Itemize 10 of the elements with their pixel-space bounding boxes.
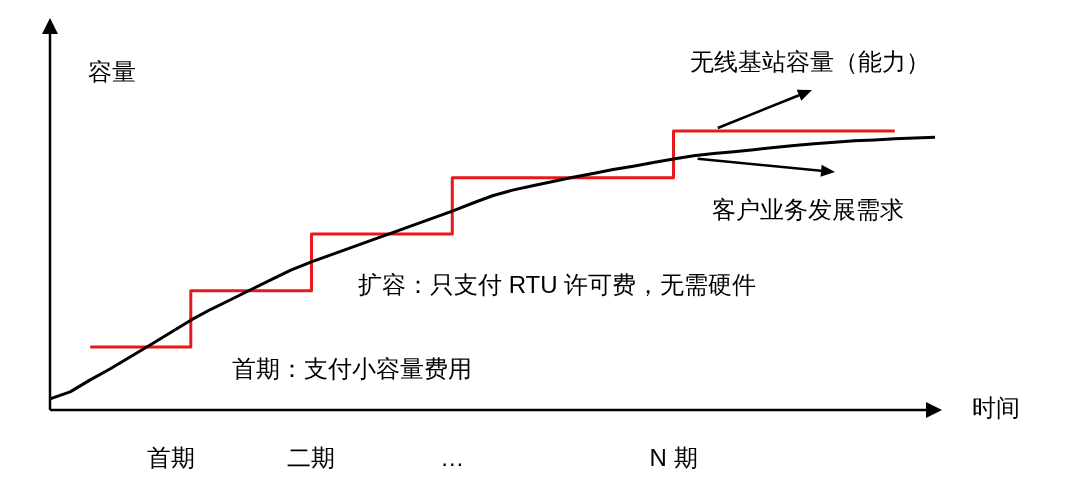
x-tick-label: 首期 <box>146 444 195 471</box>
y-axis-title: 容量 <box>88 58 136 85</box>
legend-label: 客户业务发展需求 <box>712 196 904 223</box>
annotation: 首期：支付小容量费用 <box>232 355 472 382</box>
x-tick-label: 二期 <box>287 444 336 471</box>
text: 无线基站容量（能力） <box>690 48 930 75</box>
x-tick-label: … <box>440 444 465 471</box>
x-axis-title: 时间 <box>972 394 1020 421</box>
annotation: 扩容：只支付 RTU 许可费，无需硬件 <box>358 271 757 298</box>
x-tick-label: N 期 <box>649 444 698 471</box>
